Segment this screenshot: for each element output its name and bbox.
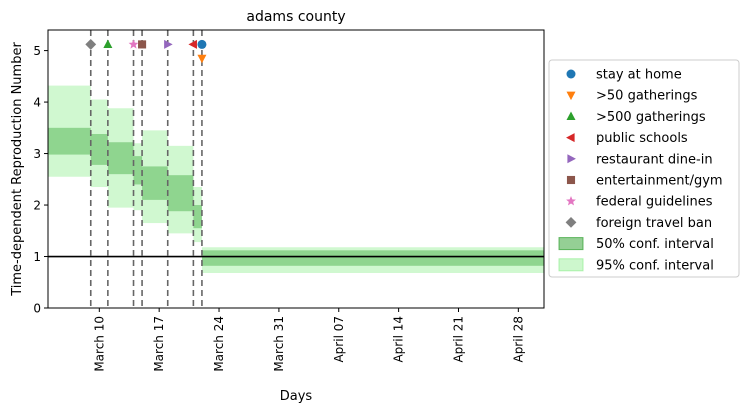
y-tick-label: 1 [33, 250, 41, 264]
legend-box [548, 59, 740, 278]
y-axis-label: Time-dependent Reproduction Number [10, 42, 25, 297]
ci50-band [167, 175, 194, 212]
legend-swatch [558, 237, 584, 251]
intervention-marker [128, 39, 139, 49]
x-axis-ticks: March 10 March 17 March 24 March 31 April 07… [92, 308, 525, 372]
ci95-layer [48, 85, 544, 273]
x-tick-label: April 07 [332, 316, 346, 363]
ci95-band [167, 145, 194, 234]
plot-frame [47, 29, 545, 309]
ci95-band [193, 187, 202, 243]
intervention-marker [188, 39, 197, 49]
legend-label: stay at home [596, 68, 682, 83]
ci95-band [142, 130, 168, 224]
x-tick-label: April 21 [451, 316, 465, 363]
legend-label: foreign travel ban [596, 216, 712, 231]
legend-swatch [567, 154, 576, 164]
intervention-markers-layer [85, 39, 207, 64]
ci50-band [133, 156, 143, 185]
ci50-band [107, 142, 134, 175]
legend-label: public schools [596, 131, 688, 146]
x-tick-label: April 28 [511, 316, 525, 363]
chart-title: adams county [246, 9, 345, 25]
y-tick-label: 2 [33, 199, 41, 213]
ci95-band [133, 143, 143, 211]
legend-swatch [566, 111, 576, 120]
x-tick-label: March 10 [92, 316, 106, 372]
intervention-marker [138, 40, 147, 49]
ci95-band [201, 247, 544, 273]
intervention-marker [85, 39, 97, 50]
legend-label: >500 gatherings [596, 110, 706, 125]
legend-label: 95% conf. interval [596, 258, 714, 273]
ci95-band [90, 99, 108, 188]
legend-label: >50 gatherings [596, 89, 698, 104]
x-tick-label: March 17 [152, 316, 166, 372]
legend-label: 50% conf. interval [596, 237, 714, 252]
intervention-lines-layer [89, 30, 203, 308]
legend-label: entertainment/gym [596, 174, 723, 189]
x-tick-label: March 24 [212, 316, 226, 372]
legend-swatch [558, 258, 584, 272]
intervention-marker [103, 39, 113, 49]
x-tick-label: March 31 [272, 316, 286, 372]
legend-swatch [566, 133, 575, 143]
legend-swatch [566, 69, 576, 79]
ci95-band [107, 108, 134, 208]
intervention-marker [197, 39, 207, 49]
ci50-band [90, 133, 108, 165]
x-axis-label: Days [280, 389, 313, 404]
y-tick-label: 4 [33, 96, 41, 110]
y-axis-ticks: 0 1 2 3 4 5 [33, 44, 48, 316]
legend-swatch [565, 217, 577, 228]
ci50-band [193, 205, 202, 229]
legend-swatch [566, 175, 576, 185]
x-tick-label: April 14 [392, 316, 406, 363]
ci50-layer [48, 127, 544, 266]
y-tick-label: 3 [33, 147, 41, 161]
ci95-band [48, 85, 91, 177]
legend-swatch [566, 91, 576, 101]
legend-swatch [566, 196, 576, 206]
ci50-band [201, 250, 544, 266]
ci50-band [48, 127, 91, 155]
y-tick-label: 5 [33, 44, 41, 58]
legend-label: federal guidelines [596, 195, 713, 210]
legend-label: restaurant dine-in [596, 152, 713, 167]
intervention-marker [197, 54, 207, 64]
legend: stay at home >50 gatherings >500 gathering… [548, 59, 740, 278]
y-tick-label: 0 [33, 302, 41, 316]
intervention-marker [164, 39, 173, 49]
ci50-band [142, 166, 168, 200]
